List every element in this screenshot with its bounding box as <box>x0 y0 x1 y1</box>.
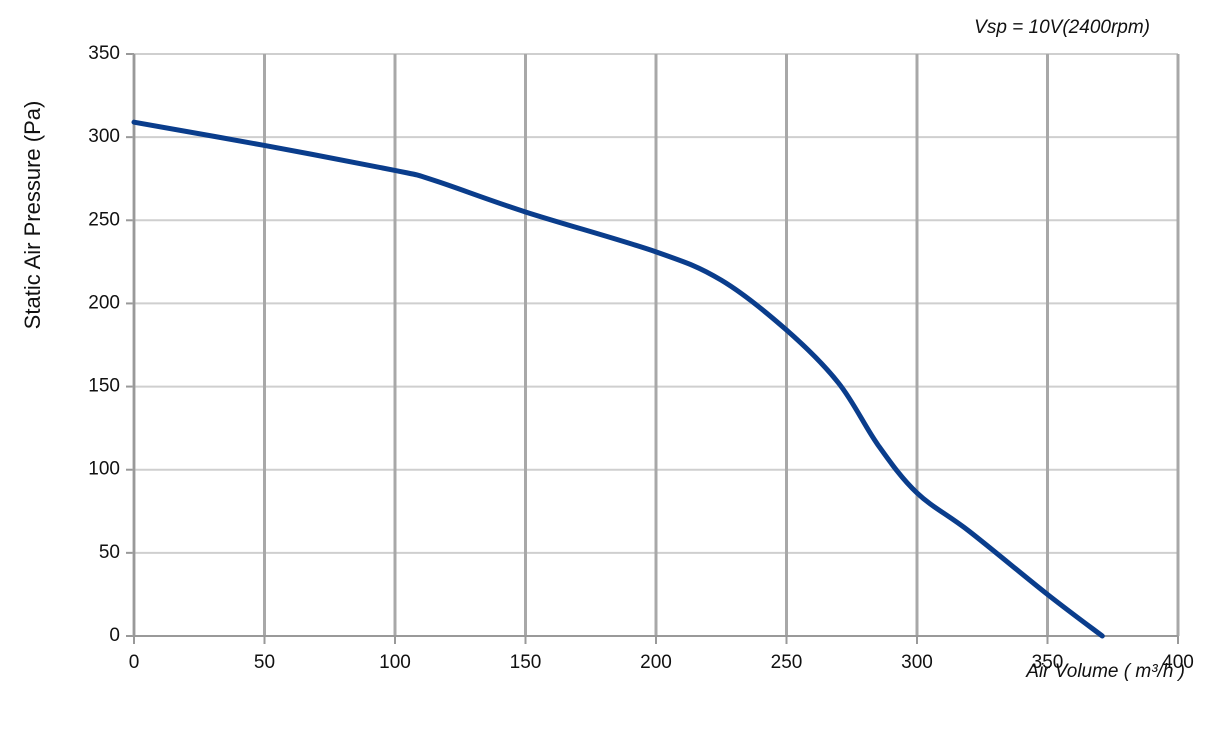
x-tick-label: 100 <box>379 652 411 673</box>
y-tick-label: 150 <box>88 376 120 397</box>
x-tick-label: 0 <box>129 652 140 673</box>
annotation: Vsp = 10V(2400rpm) <box>974 17 1150 38</box>
x-tick-label: 400 <box>1162 652 1194 673</box>
y-tick-label: 350 <box>88 43 120 64</box>
y-tick-label: 0 <box>109 625 120 646</box>
x-tick-label: 50 <box>254 652 275 673</box>
y-tick-label: 200 <box>88 292 120 313</box>
x-axis-label: Air Volume ( m³/h ) <box>1025 661 1185 682</box>
x-tick-label: 200 <box>640 652 672 673</box>
x-tick-label: 150 <box>510 652 542 673</box>
x-tick-label: 350 <box>1032 652 1064 673</box>
x-tick-label: 300 <box>901 652 933 673</box>
y-axis-label: Static Air Pressure (Pa) <box>20 101 45 330</box>
y-tick-label: 250 <box>88 209 120 230</box>
y-tick-label: 100 <box>88 459 120 480</box>
y-tick-label: 50 <box>99 542 120 563</box>
y-tick-label: 300 <box>88 126 120 147</box>
data-line <box>131 119 1105 639</box>
x-tick-label: 250 <box>771 652 803 673</box>
